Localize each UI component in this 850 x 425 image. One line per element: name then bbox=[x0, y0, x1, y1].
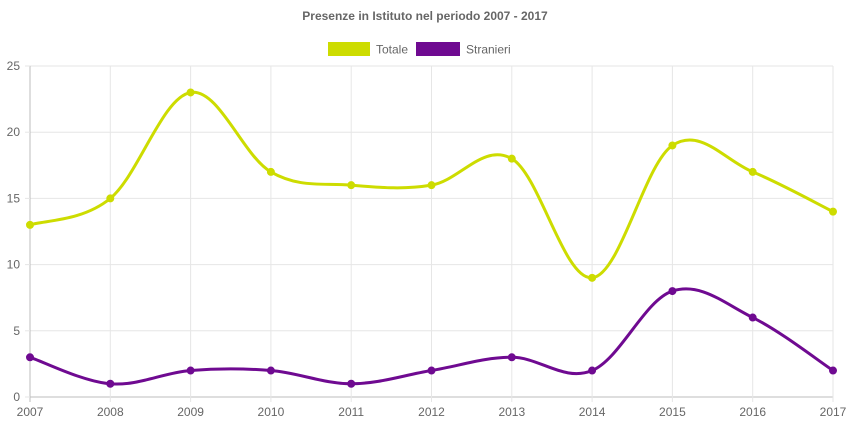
data-point bbox=[186, 366, 195, 375]
x-tick-label: 2010 bbox=[258, 405, 285, 419]
data-point bbox=[588, 366, 597, 375]
x-tick-label: 2015 bbox=[659, 405, 686, 419]
y-tick-label: 25 bbox=[7, 59, 21, 73]
legend-swatch bbox=[416, 42, 460, 56]
data-point bbox=[588, 273, 597, 282]
x-tick-label: 2009 bbox=[177, 405, 204, 419]
x-tick-label: 2012 bbox=[418, 405, 445, 419]
x-tick-label: 2017 bbox=[820, 405, 847, 419]
data-point bbox=[106, 194, 115, 203]
data-point bbox=[266, 366, 275, 375]
series-line-totale bbox=[28, 90, 835, 280]
y-tick-label: 15 bbox=[7, 191, 21, 205]
data-point bbox=[507, 154, 516, 163]
data-point bbox=[186, 88, 195, 97]
data-point bbox=[347, 379, 356, 388]
grid bbox=[29, 65, 834, 402]
data-point bbox=[748, 167, 757, 176]
x-tick-label: 2014 bbox=[579, 405, 606, 419]
y-axis: 0 5 10 15 20 25 bbox=[7, 59, 30, 404]
data-point bbox=[427, 181, 436, 190]
data-point bbox=[507, 353, 516, 362]
data-point bbox=[748, 313, 757, 322]
legend: Totale Stranieri bbox=[328, 42, 511, 57]
series-totale bbox=[26, 88, 837, 282]
legend-swatch bbox=[328, 42, 370, 56]
data-point bbox=[266, 167, 275, 176]
legend-label: Totale bbox=[376, 43, 408, 57]
legend-item-totale: Totale bbox=[328, 42, 408, 57]
data-point bbox=[829, 207, 837, 216]
data-point bbox=[347, 181, 356, 190]
x-tick-label: 2011 bbox=[338, 405, 364, 419]
data-point bbox=[26, 220, 34, 229]
data-point bbox=[668, 141, 677, 150]
data-point bbox=[106, 379, 115, 388]
data-point bbox=[668, 287, 677, 296]
chart-title: Presenze in Istituto nel periodo 2007 - … bbox=[302, 9, 548, 23]
series-stranieri bbox=[26, 287, 837, 388]
y-tick-label: 5 bbox=[13, 324, 20, 338]
x-axis: 2007 2008 2009 2010 2011 2012 2013 2014 2015 2016… bbox=[17, 405, 847, 419]
x-tick-label: 2007 bbox=[17, 405, 44, 419]
legend-item-stranieri: Stranieri bbox=[416, 42, 511, 57]
series-group bbox=[26, 88, 837, 388]
data-point bbox=[829, 366, 837, 375]
y-tick-label: 0 bbox=[13, 390, 20, 404]
y-tick-label: 20 bbox=[7, 125, 21, 139]
series-line-stranieri bbox=[28, 287, 835, 386]
data-point bbox=[427, 366, 436, 375]
y-tick-label: 10 bbox=[7, 258, 21, 272]
legend-label: Stranieri bbox=[466, 43, 511, 57]
data-point bbox=[26, 353, 34, 362]
x-tick-label: 2016 bbox=[739, 405, 766, 419]
x-tick-label: 2013 bbox=[498, 405, 525, 419]
x-tick-label: 2008 bbox=[97, 405, 124, 419]
